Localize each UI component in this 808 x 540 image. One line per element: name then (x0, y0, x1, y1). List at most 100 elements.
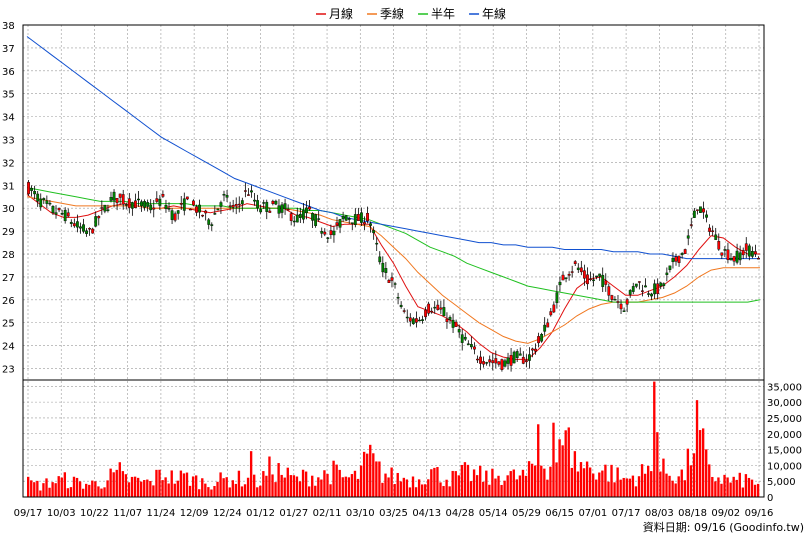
candle-body (112, 191, 116, 201)
volume-bar (234, 483, 238, 497)
candle-body (375, 242, 379, 245)
volume-bar (158, 469, 161, 497)
candle-body (219, 202, 223, 207)
candle-body (668, 265, 672, 270)
candle-body (622, 310, 626, 312)
candle-body (51, 206, 55, 213)
volume-bar (314, 485, 317, 497)
candle-body (411, 318, 415, 325)
candle-body (592, 279, 595, 281)
volume-bar (753, 484, 757, 497)
price-tick-label: 26 (2, 296, 15, 307)
candle-body (298, 213, 302, 218)
volume-bar (671, 480, 674, 497)
volume-bar (530, 463, 534, 497)
volume-bar (518, 475, 522, 497)
candle-body (247, 194, 250, 196)
candle-body (515, 351, 519, 358)
date-tick-label: 12/09 (180, 508, 209, 519)
volume-bar (36, 480, 39, 497)
volume-bar (60, 477, 63, 497)
volume-bar (179, 470, 183, 497)
volume-bar (741, 487, 745, 497)
candle-body (225, 195, 229, 198)
price-tick-label: 33 (2, 136, 15, 147)
candle-body (314, 214, 318, 226)
candle-body (405, 316, 409, 319)
volume-bar (674, 483, 677, 497)
candle-body (338, 219, 342, 228)
volume-tick-label: 0 (767, 493, 773, 504)
candle-body (448, 317, 452, 320)
volume-bar (631, 475, 635, 497)
candle-body (616, 301, 620, 303)
volume-bar (320, 479, 323, 497)
candle-body (347, 218, 351, 220)
volume-bar (42, 483, 45, 497)
volume-bar (75, 477, 79, 497)
volume-bar (265, 475, 268, 497)
candle-body (717, 241, 721, 250)
volume-bar (653, 381, 656, 497)
candle-body (686, 235, 690, 239)
volume-bar (610, 464, 613, 497)
volume-bar (228, 487, 231, 497)
candle-body (182, 198, 186, 211)
volume-bar (109, 468, 112, 497)
volume-bar (213, 486, 216, 497)
volume-bar (243, 484, 247, 497)
date-tick-label: 09/02 (711, 508, 740, 519)
volume-bar (167, 483, 170, 497)
date-tick-label: 11/07 (113, 508, 142, 519)
volume-bar (408, 487, 412, 497)
price-tick-label: 23 (2, 365, 15, 376)
candle-body (482, 361, 485, 365)
legend-label-2: 半年 (431, 7, 455, 21)
volume-bar (549, 466, 552, 497)
volume-bar (347, 477, 351, 497)
candle-body (274, 200, 278, 205)
candle-body (262, 202, 266, 204)
price-tick-label: 38 (2, 21, 15, 32)
volume-bar (494, 478, 497, 497)
candle-body (243, 190, 247, 192)
volume-bar (427, 479, 430, 497)
candle-body (415, 318, 418, 323)
candle-body (586, 274, 589, 285)
date-tick-label: 08/18 (678, 508, 707, 519)
volume-bar (405, 479, 409, 497)
volume-bar (63, 472, 67, 497)
candle-body (650, 293, 653, 297)
candle-body (528, 354, 531, 361)
candle-body (500, 359, 504, 370)
volume-bar (439, 482, 442, 497)
candle-body (176, 210, 180, 214)
candle-body (549, 311, 553, 316)
volume-tick-label: 15,000 (767, 446, 802, 457)
candle-body (662, 283, 666, 286)
volume-bar (454, 471, 457, 497)
volume-bar (686, 448, 690, 497)
volume-bar (567, 427, 570, 497)
candle-body (134, 200, 137, 209)
date-tick-label: 07/01 (578, 508, 607, 519)
volume-bar (564, 430, 567, 497)
source-label: 資料日期: 09/16 (Goodinfo.tw) (643, 520, 804, 534)
candle-body (161, 194, 165, 197)
volume-bar (537, 424, 540, 497)
candle-body (79, 226, 82, 229)
volume-bar (390, 467, 393, 497)
volume-bar (66, 488, 70, 497)
candlesticks (27, 179, 760, 372)
candle-body (335, 222, 339, 226)
volume-bar (488, 484, 491, 497)
date-x-axis: 09/17 10/03 10/22 11/07 11/24 12/09 12/24 01/12… (14, 508, 774, 519)
candle-body (36, 193, 40, 202)
volume-bar (57, 476, 60, 497)
volume-bar (133, 476, 137, 497)
candle-body (418, 319, 421, 322)
volume-bar (30, 480, 33, 497)
volume-bar (304, 471, 308, 497)
volume-bar (274, 482, 277, 497)
volume-bar (289, 475, 293, 497)
